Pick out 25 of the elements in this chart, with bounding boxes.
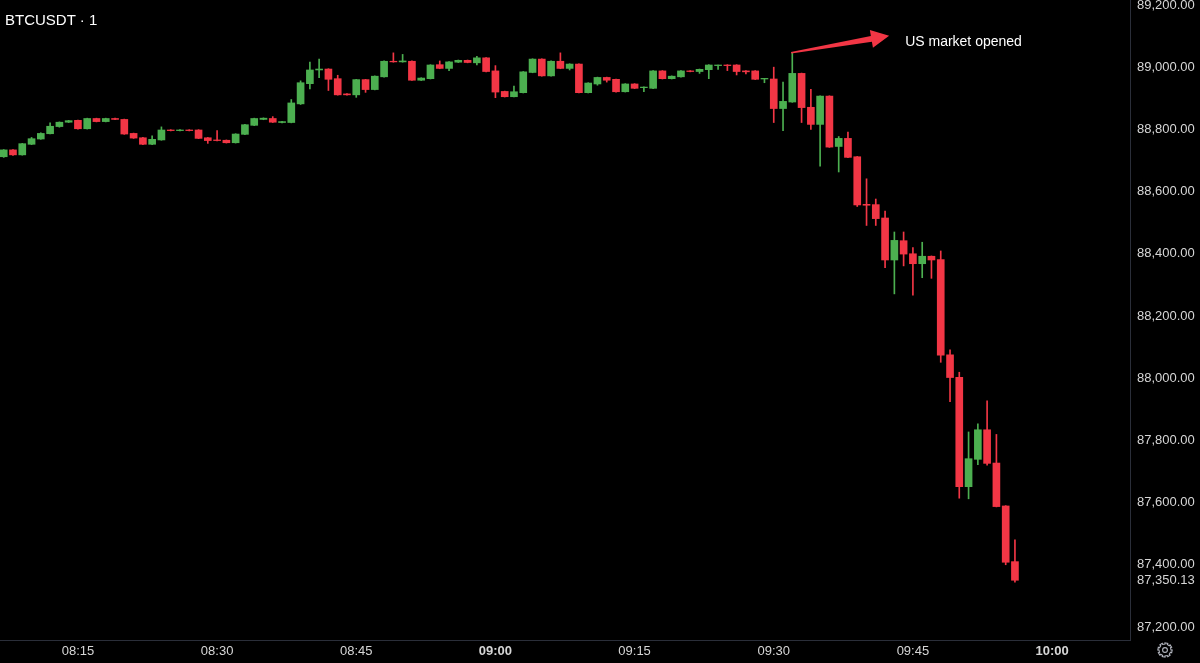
x-tick-label: 08:30 (200, 643, 234, 659)
x-tick-label: 09:15 (618, 643, 651, 659)
y-tick-label: 88,000.00 (1137, 369, 1195, 385)
y-tick-label: 87,600.00 (1137, 494, 1195, 510)
x-tick-label: 09:30 (757, 643, 791, 659)
y-tick-label: 87,200.00 (1137, 618, 1195, 634)
y-tick-label: 89,000.00 (1137, 58, 1195, 74)
y-tick-label: 88,600.00 (1137, 183, 1195, 199)
y-tick-label: 88,200.00 (1137, 307, 1195, 323)
x-tick-label: 08:45 (339, 643, 373, 659)
y-tick-label: 88,400.00 (1137, 245, 1195, 261)
x-tick-label: 08:15 (61, 643, 95, 659)
y-tick-label: 87,800.00 (1137, 431, 1195, 447)
y-tick-label: 88,800.00 (1137, 120, 1195, 136)
x-tick-label: 09:45 (896, 643, 930, 659)
x-tick-label: 09:00 (478, 643, 513, 659)
y-tick-label: 87,350.13 (1137, 571, 1195, 587)
y-tick-label: 89,200.00 (1137, 0, 1195, 12)
text: BTCUSDT · 1 (5, 10, 98, 30)
annotation: US market opened (905, 32, 1022, 49)
candlestick (909, 247, 917, 296)
candlestick (918, 241, 927, 279)
y-tick-label: 87,400.00 (1137, 556, 1195, 572)
x-tick-label: 10:00 (1035, 643, 1069, 659)
candlestick (834, 136, 843, 173)
